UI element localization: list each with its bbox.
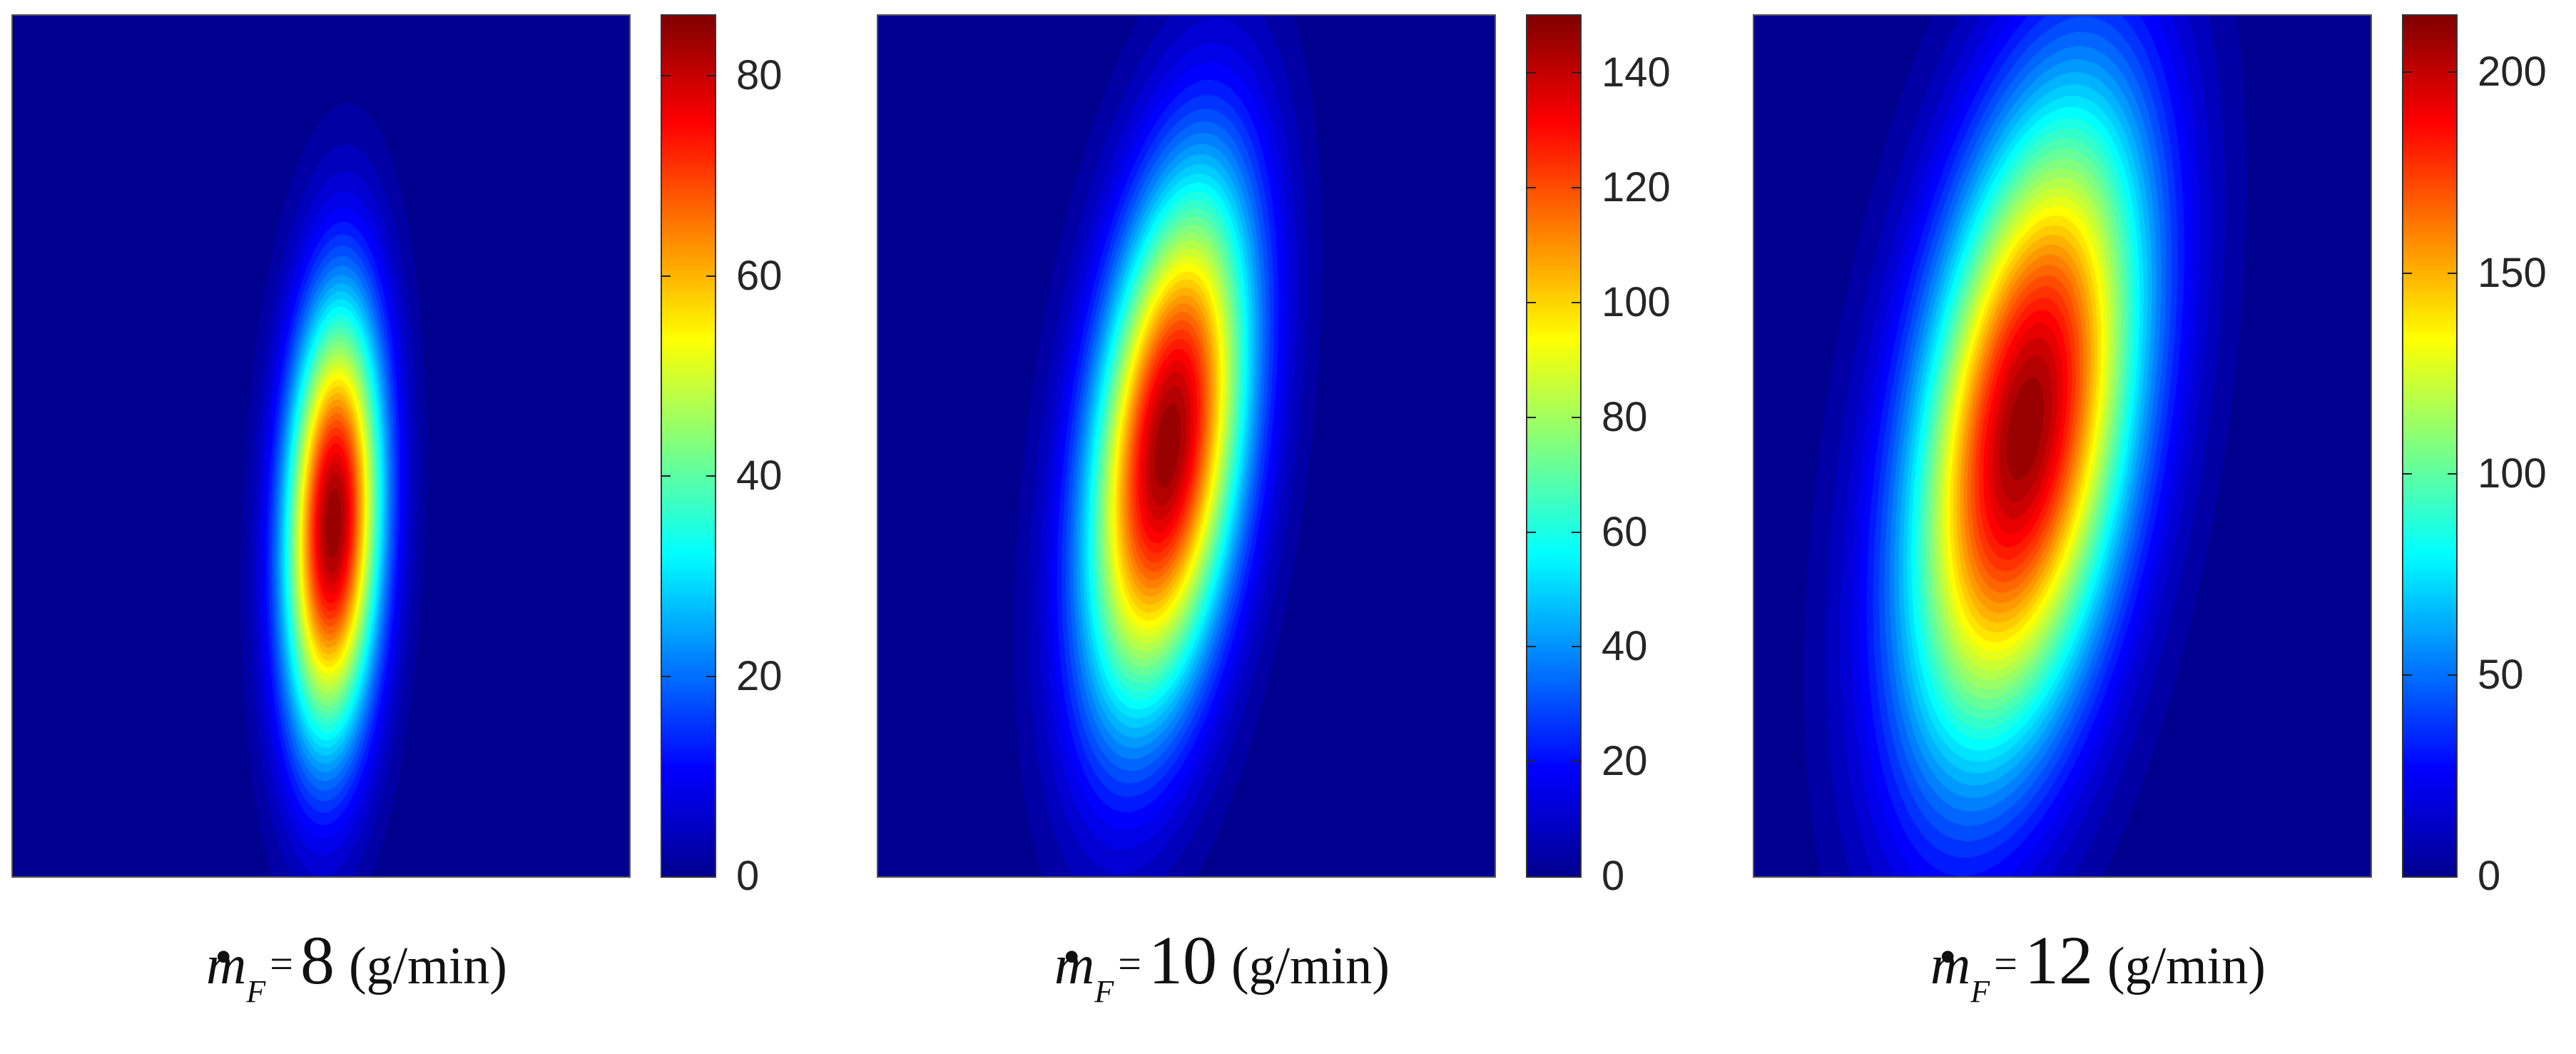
tick-mark (661, 75, 671, 77)
heatmap-svg (1754, 16, 2371, 876)
panel-mF-8: 0 20 40 60 80 • mF= 8 (g/min) (0, 0, 856, 1054)
colorbar-tick-label: 120 (1602, 164, 1671, 211)
caption-dot: • (215, 930, 233, 985)
colorbar-tick-label: 100 (1602, 279, 1671, 325)
tick-mark (661, 475, 671, 477)
caption-unit: (g/min) (2107, 937, 2266, 995)
colorbar-tick-label: 40 (1602, 623, 1648, 670)
tick-mark (661, 275, 671, 277)
heatmap-svg (13, 16, 629, 876)
tick-mark (706, 675, 716, 677)
intensity-blob (1013, 16, 1323, 876)
contour-level (2025, 427, 2027, 430)
tick-mark (2448, 71, 2458, 73)
colorbar-tick-label: 0 (736, 853, 760, 899)
colorbar-tick-label: 50 (2478, 652, 2524, 699)
tick-mark (661, 675, 671, 677)
tick-mark (706, 75, 716, 77)
caption-value: 12 (2024, 922, 2093, 998)
caption-subscript: F (1970, 974, 1990, 1009)
heatmap-plot (1753, 14, 2372, 878)
contour-level (332, 522, 335, 525)
tick-mark (1572, 416, 1582, 418)
intensity-blob (1803, 16, 2247, 876)
caption-equals: = (1118, 941, 1141, 987)
colorbar-tick-label: 60 (736, 252, 783, 299)
tick-mark (2448, 272, 2458, 274)
caption-equals: = (270, 941, 293, 987)
tick-mark (1572, 302, 1582, 303)
tick-mark (2448, 674, 2458, 677)
tick-mark (706, 475, 716, 477)
colorbar-tick-label: 20 (1602, 738, 1648, 785)
colorbar-tick-label: 80 (1602, 393, 1648, 440)
contour-level (1167, 445, 1169, 447)
caption-dot: • (1063, 930, 1081, 985)
tick-mark (1526, 531, 1536, 533)
colorbar-tick-label: 0 (2478, 853, 2501, 899)
colorbar: 0 20 40 60 80 100 120 140 (1526, 14, 1671, 899)
tick-mark (2402, 71, 2412, 73)
caption-symbol: • m (1054, 930, 1095, 995)
colorbar-tick-label: 140 (1602, 49, 1671, 96)
panel-mF-10: 0 20 40 60 80 100 120 140 • mF= 10 (g/min) (865, 0, 1721, 1054)
tick-mark (1526, 187, 1536, 189)
caption: • mF= 8 (g/min) (0, 921, 713, 1010)
tick-mark (1526, 646, 1536, 648)
tick-mark (2402, 473, 2412, 475)
tick-mark (1572, 187, 1582, 189)
caption-symbol: • m (206, 930, 247, 995)
caption: • mF= 12 (g/min) (1741, 921, 2455, 1010)
colorbar-tick-label: 60 (1602, 508, 1648, 555)
colorbar-tick-label: 0 (1602, 853, 1625, 899)
colorbar: 0 50 100 150 200 (2402, 14, 2547, 899)
heatmap-plot (877, 14, 1496, 878)
caption-subscript: F (1094, 974, 1114, 1009)
tick-mark (1572, 72, 1582, 74)
tick-mark (2402, 272, 2412, 274)
tick-mark (1572, 761, 1582, 763)
tick-mark (1572, 531, 1582, 533)
caption-value: 10 (1148, 922, 1217, 998)
caption-unit: (g/min) (1231, 937, 1390, 995)
panel-mF-12: 0 50 100 150 200 • mF= 12 (g/min) (1741, 0, 2576, 1054)
colorbar-tick-label: 40 (736, 452, 783, 500)
colorbar: 0 20 40 60 80 (661, 14, 783, 899)
tick-mark (706, 275, 716, 277)
colorbar-tick-label: 80 (736, 52, 783, 99)
caption-equals: = (1994, 941, 2017, 987)
colorbar-tick-label: 20 (736, 652, 783, 699)
colorbar-tick-label: 200 (2478, 48, 2547, 95)
colorbar-gradient (2403, 16, 2456, 876)
colorbar-gradient (662, 16, 715, 876)
tick-mark (2448, 473, 2458, 475)
heatmap-svg (878, 16, 1495, 876)
caption-unit: (g/min) (348, 937, 507, 995)
caption-value: 8 (300, 922, 335, 998)
caption-symbol: • m (1930, 930, 1971, 995)
tick-mark (1572, 646, 1582, 648)
colorbar-gradient (1527, 16, 1580, 876)
colorbar-tick-label: 100 (2478, 450, 2547, 497)
tick-mark (1526, 302, 1536, 303)
heatmap-plot (11, 14, 631, 878)
caption-subscript: F (246, 974, 266, 1009)
tick-mark (1526, 72, 1536, 74)
caption: • mF= 10 (g/min) (865, 921, 1579, 1010)
colorbar-tick-label: 150 (2478, 249, 2547, 296)
caption-dot: • (1939, 930, 1957, 985)
tick-mark (2402, 674, 2412, 677)
tick-mark (1526, 416, 1536, 418)
tick-mark (1526, 761, 1536, 763)
intensity-blob (240, 103, 427, 876)
